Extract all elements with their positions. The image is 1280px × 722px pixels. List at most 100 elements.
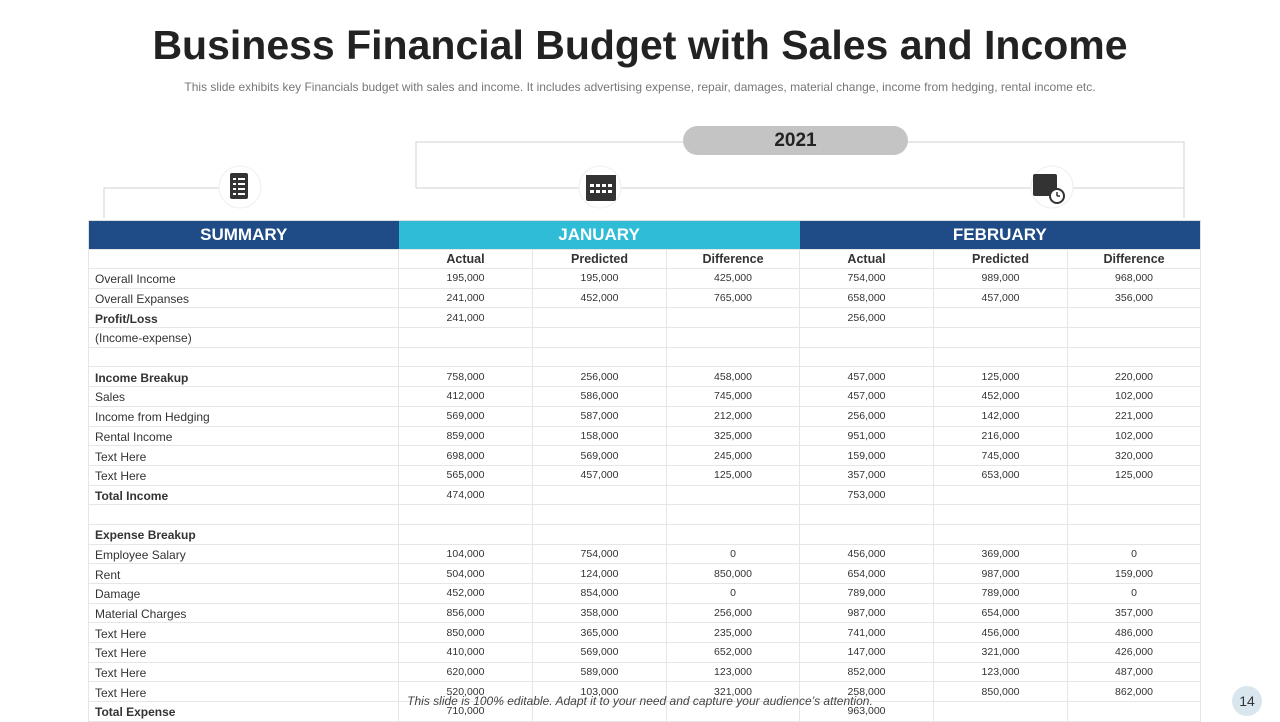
table-row: Rent 504,000 124,000 850,000 654,000 987,000 1… bbox=[88, 563, 1202, 584]
cell: 256,000 bbox=[799, 307, 935, 329]
cell: 565,000 bbox=[398, 464, 533, 486]
cell: 987,000 bbox=[799, 602, 935, 624]
cell: 320,000 bbox=[1067, 445, 1202, 466]
cell: 426,000 bbox=[1067, 642, 1202, 663]
cell-blank bbox=[933, 504, 1069, 525]
row-label: Overall Income bbox=[88, 268, 399, 289]
cell-blank bbox=[1067, 346, 1202, 368]
cell: 142,000 bbox=[933, 405, 1069, 427]
cell-blank bbox=[665, 307, 801, 329]
cell: 654,000 bbox=[799, 563, 935, 584]
footer-note: This slide is 100% editable. Adapt it to… bbox=[407, 694, 873, 708]
row-label: Material Charges bbox=[88, 602, 399, 624]
cell: 504,000 bbox=[398, 563, 533, 584]
cell: 745,000 bbox=[933, 445, 1069, 466]
cell: 620,000 bbox=[398, 661, 533, 683]
cell: 457,000 bbox=[933, 287, 1069, 309]
column-header: Actual bbox=[799, 249, 935, 269]
cell: 0 bbox=[1067, 543, 1202, 565]
cell: 256,000 bbox=[665, 602, 801, 624]
table-row: Income from Hedging 569,000 587,000 212,000… bbox=[88, 405, 1202, 427]
cell-blank bbox=[665, 484, 801, 506]
row-label: Employee Salary bbox=[88, 543, 399, 565]
column-header: Actual bbox=[398, 249, 533, 269]
cell: 850,000 bbox=[398, 622, 533, 644]
group-header: SUMMARY bbox=[88, 220, 399, 250]
row-label: Text Here bbox=[88, 464, 399, 486]
cell: 456,000 bbox=[799, 543, 935, 565]
table-row: Rental Income 859,000 158,000 325,000 951,00… bbox=[88, 425, 1202, 447]
row-label: Text Here bbox=[88, 661, 399, 683]
cell-blank bbox=[1067, 307, 1202, 329]
year-label: 2021 bbox=[683, 126, 908, 155]
cell: 369,000 bbox=[933, 543, 1069, 565]
row-label: Total Income bbox=[88, 484, 399, 506]
table-row: (Income-expense) bbox=[88, 327, 1202, 348]
cell: 654,000 bbox=[933, 602, 1069, 624]
table-row: Overall Income 195,000 195,000 425,000 754,0… bbox=[88, 268, 1202, 289]
cell: 456,000 bbox=[933, 622, 1069, 644]
cell: 569,000 bbox=[532, 642, 667, 663]
cell: 125,000 bbox=[1067, 464, 1202, 486]
cell: 989,000 bbox=[933, 268, 1069, 289]
table-row: Text Here 520,000 103,000 321,000 258,000 850… bbox=[88, 681, 1202, 703]
row-label: Expense Breakup bbox=[88, 523, 399, 545]
cell: 452,000 bbox=[398, 583, 533, 604]
cell-blank bbox=[799, 504, 935, 525]
cell-blank bbox=[532, 327, 667, 348]
cell: 102,000 bbox=[1067, 386, 1202, 407]
cell-blank bbox=[398, 504, 533, 525]
cell: 357,000 bbox=[1067, 602, 1202, 624]
column-header: Predicted bbox=[532, 249, 667, 269]
cell: 653,000 bbox=[933, 464, 1069, 486]
row-label: Damage bbox=[88, 583, 399, 604]
cell: 0 bbox=[665, 543, 801, 565]
cell: 658,000 bbox=[799, 287, 935, 309]
row-label: (Income-expense) bbox=[88, 327, 399, 348]
cell: 102,000 bbox=[1067, 425, 1202, 447]
cell: 589,000 bbox=[532, 661, 667, 683]
cell: 245,000 bbox=[665, 445, 801, 466]
column-header: Predicted bbox=[933, 249, 1069, 269]
cell-blank bbox=[665, 504, 801, 525]
cell: 356,000 bbox=[1067, 287, 1202, 309]
table-row: Total Expense 710,000 963,000 bbox=[88, 701, 1202, 722]
cell: 457,000 bbox=[532, 464, 667, 486]
cell: 586,000 bbox=[532, 386, 667, 407]
connector-decoration bbox=[103, 141, 1185, 218]
table-row: Damage 452,000 854,000 0 789,000 789,000 0 bbox=[88, 583, 1202, 604]
row-label: Overall Expanses bbox=[88, 287, 399, 309]
cell: 158,000 bbox=[532, 425, 667, 447]
cell: 159,000 bbox=[1067, 563, 1202, 584]
cell: 854,000 bbox=[532, 583, 667, 604]
spacer-row bbox=[88, 504, 1202, 525]
cell: 569,000 bbox=[398, 405, 533, 427]
cell-blank bbox=[1067, 327, 1202, 348]
cell: 765,000 bbox=[665, 287, 801, 309]
cell: 741,000 bbox=[799, 622, 935, 644]
cell: 856,000 bbox=[398, 602, 533, 624]
cell: 195,000 bbox=[398, 268, 533, 289]
table-row: Income Breakup 758,000 256,000 458,000 457,0… bbox=[88, 366, 1202, 388]
cell: 458,000 bbox=[665, 366, 801, 388]
cell: 412,000 bbox=[398, 386, 533, 407]
cell: 410,000 bbox=[398, 642, 533, 663]
cell: 325,000 bbox=[665, 425, 801, 447]
cell: 241,000 bbox=[398, 307, 533, 329]
table-row: Profit/Loss 241,000 256,000 bbox=[88, 307, 1202, 329]
cell: 987,000 bbox=[933, 563, 1069, 584]
cell: 195,000 bbox=[532, 268, 667, 289]
cell-blank bbox=[799, 327, 935, 348]
cell: 358,000 bbox=[532, 602, 667, 624]
table-row: Text Here 698,000 569,000 245,000 159,000 745… bbox=[88, 445, 1202, 466]
cell: 698,000 bbox=[398, 445, 533, 466]
cell: 365,000 bbox=[532, 622, 667, 644]
row-label: Profit/Loss bbox=[88, 307, 399, 329]
budget-table: SUMMARY JANUARY FEBRUARY Actual Predicted Dif… bbox=[88, 220, 1202, 722]
row-label: Text Here bbox=[88, 642, 399, 663]
cell: 859,000 bbox=[398, 425, 533, 447]
cell: 147,000 bbox=[799, 642, 935, 663]
cell: 256,000 bbox=[799, 405, 935, 427]
cell: 123,000 bbox=[665, 661, 801, 683]
